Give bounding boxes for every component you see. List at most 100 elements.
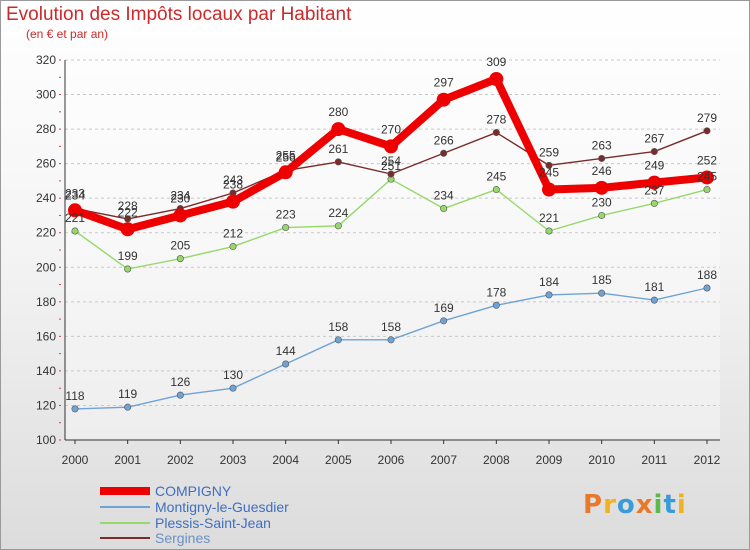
legend-label: Plessis-Saint-Jean <box>155 515 271 531</box>
logo-letter: t <box>663 490 677 520</box>
data-point <box>492 186 500 194</box>
data-label: 188 <box>697 268 717 282</box>
data-label: 212 <box>223 227 243 241</box>
x-tick-label: 2012 <box>694 453 721 467</box>
legend-swatch <box>100 506 150 508</box>
legend-label: COMPIGNY <box>155 483 232 499</box>
data-label: 181 <box>644 280 664 294</box>
data-label: 280 <box>328 105 348 119</box>
data-point <box>176 391 184 399</box>
data-point <box>226 194 240 209</box>
data-point <box>278 165 293 180</box>
data-label: 278 <box>486 113 506 127</box>
data-label: 266 <box>434 133 454 147</box>
y-tick-label: 100 <box>36 433 56 447</box>
x-tick-label: 2000 <box>62 453 89 467</box>
data-label: 185 <box>592 273 612 287</box>
data-label: 178 <box>486 285 506 299</box>
y-tick-label: 220 <box>36 226 56 240</box>
logo-letter: i <box>676 490 687 520</box>
data-label: 252 <box>697 153 717 167</box>
data-label: 267 <box>644 132 664 146</box>
data-label: 221 <box>539 211 559 225</box>
data-label: 255 <box>276 148 296 162</box>
y-tick-label: 320 <box>36 53 56 67</box>
y-tick-label: 300 <box>36 88 56 102</box>
x-tick-label: 2008 <box>483 453 510 467</box>
x-tick-label: 2001 <box>114 453 141 467</box>
data-point <box>545 161 553 169</box>
data-point <box>545 291 553 299</box>
data-point <box>334 336 342 344</box>
x-tick-label: 2005 <box>325 453 352 467</box>
data-point <box>173 208 188 223</box>
chart-title: Evolution des Impôts locaux par Habitant <box>6 4 352 25</box>
data-label: 222 <box>118 205 138 219</box>
data-point <box>542 182 556 197</box>
data-point <box>492 129 500 137</box>
data-label: 158 <box>381 320 401 334</box>
data-label: 234 <box>434 189 454 203</box>
data-point <box>440 317 448 325</box>
data-point <box>700 170 714 185</box>
y-tick-label: 280 <box>36 122 56 136</box>
data-label: 130 <box>223 368 243 382</box>
data-label: 261 <box>328 142 348 156</box>
data-point <box>124 215 132 223</box>
data-label: 205 <box>170 239 190 253</box>
data-point <box>229 243 237 251</box>
data-point <box>440 149 448 157</box>
data-label: 234 <box>170 189 190 203</box>
data-point <box>120 222 135 237</box>
data-label: 199 <box>118 249 138 263</box>
data-label: 119 <box>118 387 137 401</box>
data-label: 245 <box>697 170 717 184</box>
y-tick-label: 120 <box>36 398 56 412</box>
data-label: 184 <box>539 275 559 289</box>
data-label: 251 <box>381 159 401 173</box>
y-tick-label: 140 <box>36 364 56 378</box>
logo-letter: o <box>616 490 636 520</box>
data-point <box>489 72 504 86</box>
logo-letter: r <box>603 490 617 520</box>
data-point <box>282 360 290 368</box>
data-label: 223 <box>276 208 296 222</box>
data-label: 254 <box>381 154 401 168</box>
data-point <box>594 180 609 195</box>
data-label: 126 <box>170 375 190 389</box>
proxiti-logo: Proxiti <box>583 490 687 520</box>
data-label: 249 <box>644 159 664 173</box>
logo-letter: x <box>635 490 654 520</box>
data-point <box>331 122 346 137</box>
x-tick-label: 2009 <box>536 453 563 467</box>
data-point <box>598 154 606 162</box>
data-label: 221 <box>65 211 85 225</box>
legend-swatch <box>100 522 150 524</box>
data-label: 118 <box>65 389 84 403</box>
data-point <box>436 92 451 107</box>
data-label: 224 <box>328 206 348 220</box>
logo-letter: i <box>653 490 664 520</box>
data-point <box>334 158 342 166</box>
data-point <box>71 227 79 235</box>
data-point <box>124 265 132 273</box>
data-label: 259 <box>539 145 559 159</box>
data-point <box>124 403 132 411</box>
data-point <box>598 289 606 297</box>
data-point <box>703 127 711 135</box>
data-point <box>387 336 395 344</box>
data-point <box>384 139 398 154</box>
data-point <box>176 255 184 263</box>
data-label: 237 <box>644 183 664 197</box>
data-point <box>68 203 82 218</box>
y-tick-label: 240 <box>36 191 56 205</box>
logo-letter: P <box>583 490 604 520</box>
data-label: 230 <box>592 195 612 209</box>
data-point <box>647 175 662 190</box>
data-point <box>492 301 500 309</box>
data-point <box>650 296 658 304</box>
x-tick-label: 2007 <box>430 453 457 467</box>
data-point <box>71 405 79 413</box>
y-tick-label: 180 <box>36 295 56 309</box>
